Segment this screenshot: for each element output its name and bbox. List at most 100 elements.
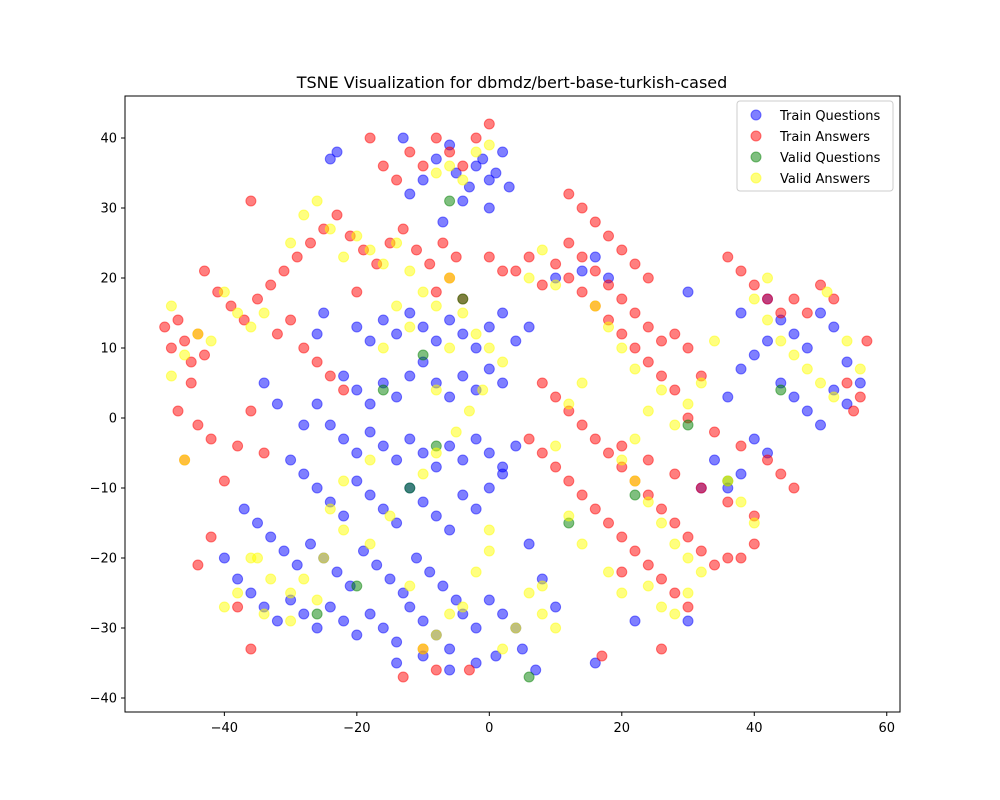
data-point [576, 286, 588, 298]
data-point [351, 230, 363, 242]
data-point [682, 552, 694, 564]
data-point [735, 552, 747, 564]
data-point [550, 440, 562, 452]
data-point [238, 503, 250, 515]
data-point [470, 657, 482, 669]
data-point [397, 223, 409, 235]
data-point [417, 643, 429, 655]
y-tick-label: −30 [90, 622, 117, 637]
data-point [709, 454, 720, 466]
data-point [377, 622, 389, 634]
data-point [285, 454, 297, 466]
data-point [291, 559, 303, 571]
x-tick-label: 0 [485, 721, 493, 736]
data-point [159, 321, 171, 333]
data-point [775, 335, 787, 347]
data-point [311, 608, 323, 620]
legend-box [736, 100, 894, 192]
data-point [477, 153, 489, 165]
data-point [470, 503, 482, 515]
data-point [457, 307, 469, 319]
data-point [258, 608, 270, 620]
data-point [404, 580, 416, 592]
data-point [258, 377, 270, 389]
data-point [788, 293, 800, 305]
data-point [530, 664, 542, 676]
data-point [775, 384, 787, 396]
x-tick-label: −40 [211, 721, 238, 736]
data-point [483, 321, 495, 333]
data-point [629, 475, 641, 487]
data-point [258, 447, 270, 459]
data-point [232, 307, 244, 319]
plot-frame [124, 95, 901, 713]
data-point [384, 573, 396, 585]
data-point [483, 594, 495, 606]
y-tick-label: −10 [90, 482, 117, 497]
data-point [245, 405, 257, 417]
data-point [285, 615, 297, 627]
data-point [629, 363, 641, 375]
data-point [444, 146, 456, 158]
data-point [735, 307, 747, 319]
data-point [430, 286, 442, 298]
legend-marker [750, 130, 762, 142]
data-point [364, 244, 376, 256]
data-point [801, 307, 813, 319]
data-point [722, 475, 734, 487]
data-point [391, 300, 403, 312]
data-point [185, 356, 197, 368]
data-point [404, 433, 416, 445]
data-point [748, 433, 760, 445]
data-point [391, 391, 403, 403]
data-point [477, 384, 489, 396]
data-point [748, 517, 760, 529]
data-point [669, 328, 681, 340]
data-point [411, 552, 422, 564]
data-point [364, 454, 376, 466]
data-point [682, 615, 694, 627]
data-point [252, 293, 263, 305]
data-point [271, 615, 283, 627]
data-point [463, 664, 475, 676]
data-point [397, 587, 409, 599]
data-point [411, 244, 422, 256]
data-point [576, 489, 588, 501]
y-tick-label: 0 [109, 412, 117, 427]
data-point [205, 433, 217, 445]
data-point [245, 195, 257, 207]
data-point [603, 279, 614, 291]
data-point [510, 440, 522, 452]
data-point [318, 552, 330, 564]
data-point [483, 447, 495, 459]
data-point [616, 566, 628, 578]
data-point [338, 370, 350, 382]
data-point [722, 391, 734, 403]
data-point [656, 503, 667, 515]
y-tick-label: 10 [100, 342, 117, 357]
data-point [656, 573, 667, 585]
data-point [629, 615, 641, 627]
data-point [735, 265, 747, 277]
data-point [828, 321, 840, 333]
data-point [497, 377, 509, 389]
data-point [762, 272, 773, 284]
data-point [331, 209, 343, 221]
data-point [589, 251, 601, 263]
data-point [656, 335, 667, 347]
data-point [457, 293, 469, 305]
data-point [470, 433, 482, 445]
data-point [510, 335, 522, 347]
data-point [377, 342, 389, 354]
data-point [550, 601, 562, 613]
data-point [225, 300, 237, 312]
data-point [470, 342, 482, 354]
data-point [550, 391, 562, 403]
data-point [596, 650, 608, 662]
series-train-answers [159, 118, 873, 683]
data-point [364, 426, 376, 438]
data-point [305, 538, 316, 550]
data-point [828, 293, 840, 305]
data-point [748, 538, 760, 550]
data-point [430, 132, 442, 144]
